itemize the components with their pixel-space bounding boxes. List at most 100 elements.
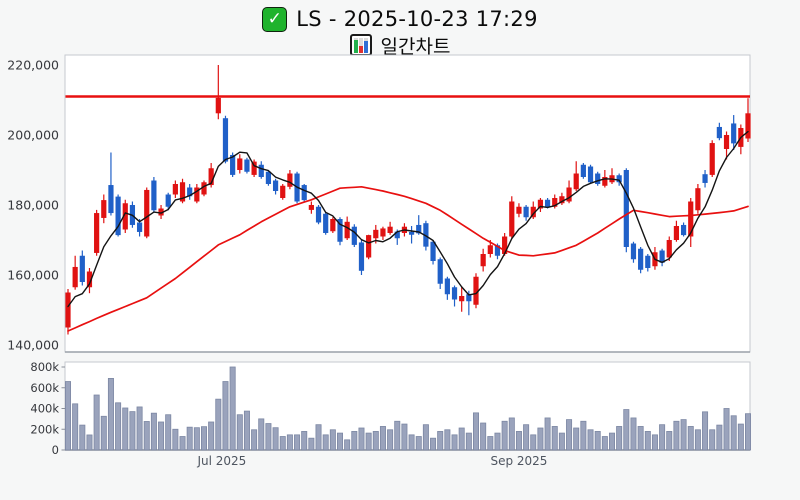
volume-bar bbox=[358, 427, 365, 451]
bar-chart-icon-track bbox=[358, 38, 363, 53]
svg-text:Jul 2025: Jul 2025 bbox=[196, 454, 246, 468]
candle-down bbox=[151, 180, 157, 211]
candle-down bbox=[301, 185, 307, 201]
candle-down bbox=[587, 166, 594, 183]
volume-bar bbox=[329, 429, 336, 451]
candle-up bbox=[473, 276, 479, 305]
chart-panes bbox=[64, 54, 751, 451]
candle-down bbox=[430, 241, 436, 261]
candle-up bbox=[673, 226, 680, 240]
volume-bar bbox=[730, 415, 737, 451]
volume-bar bbox=[487, 436, 494, 451]
volume-bar bbox=[666, 431, 673, 451]
candle-down bbox=[272, 180, 279, 191]
candle-down bbox=[423, 223, 429, 247]
volume-bar bbox=[422, 424, 429, 451]
checkmark-glyph: ✓ bbox=[267, 8, 282, 29]
candle-up bbox=[280, 185, 286, 198]
volume-bar bbox=[716, 424, 723, 451]
volume-bar bbox=[451, 434, 458, 451]
volume-bars-group bbox=[65, 366, 752, 451]
volume-bar bbox=[229, 366, 236, 451]
candle-down bbox=[315, 206, 322, 223]
candle-down bbox=[444, 278, 450, 295]
candle-up bbox=[552, 198, 558, 207]
volume-bar bbox=[659, 424, 666, 451]
volume-bar bbox=[737, 423, 744, 451]
volume-bar bbox=[129, 411, 136, 451]
candle-up bbox=[480, 254, 486, 267]
candle-up bbox=[373, 229, 379, 239]
checked-checkbox-icon[interactable]: ✓ bbox=[262, 6, 288, 32]
candle-down bbox=[416, 224, 422, 234]
candle-up bbox=[380, 228, 386, 237]
candle-up bbox=[516, 206, 522, 214]
volume-bar bbox=[637, 426, 644, 451]
candle-up bbox=[366, 235, 372, 258]
svg-text:400k: 400k bbox=[30, 402, 59, 416]
volume-bar bbox=[687, 426, 694, 451]
candle-down bbox=[136, 222, 143, 232]
candle-down bbox=[494, 245, 501, 256]
ma-short-line bbox=[67, 130, 749, 308]
price-axis-labels: 220,000 200,000 180,000 160,000 140,000 bbox=[7, 58, 59, 353]
volume-bar bbox=[200, 426, 207, 451]
volume-bar bbox=[680, 419, 687, 451]
candle-down bbox=[351, 226, 357, 245]
candle-down bbox=[165, 194, 171, 207]
candle-up bbox=[666, 240, 672, 258]
candle-up bbox=[94, 213, 100, 253]
volume-bar bbox=[480, 422, 487, 451]
svg-text:0: 0 bbox=[52, 443, 59, 457]
volume-bar bbox=[465, 432, 472, 451]
volume-bar bbox=[394, 420, 401, 451]
candle-down bbox=[630, 243, 637, 260]
volume-bar bbox=[115, 402, 122, 451]
candle-up bbox=[695, 188, 701, 211]
volume-bar bbox=[258, 418, 265, 451]
candle-down bbox=[337, 219, 343, 242]
volume-bar bbox=[172, 428, 179, 451]
candle-down bbox=[544, 199, 551, 207]
candle-down bbox=[437, 259, 443, 284]
volume-bar bbox=[587, 429, 594, 451]
svg-text:160,000: 160,000 bbox=[7, 268, 59, 283]
volume-bar bbox=[551, 426, 558, 451]
volume-bar bbox=[430, 437, 437, 451]
volume-bar bbox=[251, 429, 258, 451]
bar-chart-icon-track bbox=[363, 38, 368, 53]
volume-bar bbox=[408, 434, 415, 451]
svg-text:200,000: 200,000 bbox=[7, 128, 59, 143]
candle-down bbox=[115, 196, 121, 236]
candle-down bbox=[623, 170, 629, 247]
volume-bar bbox=[651, 434, 658, 451]
volume-bar bbox=[723, 408, 730, 451]
volume-bar bbox=[415, 436, 422, 451]
candle-up bbox=[86, 271, 93, 288]
candle-up bbox=[688, 201, 694, 237]
chart-subtitle: 일간차트 bbox=[380, 35, 451, 58]
volume-bar bbox=[308, 437, 315, 451]
volume-bar bbox=[623, 409, 630, 451]
candle-up bbox=[487, 245, 493, 254]
subtitle-row: 일간차트 bbox=[0, 33, 800, 58]
volume-bar bbox=[515, 431, 522, 451]
candle-up bbox=[122, 203, 128, 230]
candle-up bbox=[344, 221, 350, 239]
candle-down bbox=[187, 187, 193, 197]
candle-up bbox=[509, 201, 515, 237]
volume-bar bbox=[694, 429, 701, 451]
candle-up bbox=[158, 208, 164, 216]
candle-up bbox=[172, 184, 178, 195]
chart-title: LS - 2025-10-23 17:29 bbox=[296, 7, 538, 31]
candle-up bbox=[179, 182, 186, 202]
candle-down bbox=[222, 118, 229, 162]
candle-up bbox=[65, 292, 71, 328]
volume-bar bbox=[594, 431, 601, 451]
candle-up bbox=[237, 158, 243, 170]
volume-bar bbox=[444, 429, 451, 451]
volume-bar bbox=[616, 426, 623, 451]
volume-bar bbox=[351, 431, 358, 451]
candle-up bbox=[602, 177, 608, 186]
